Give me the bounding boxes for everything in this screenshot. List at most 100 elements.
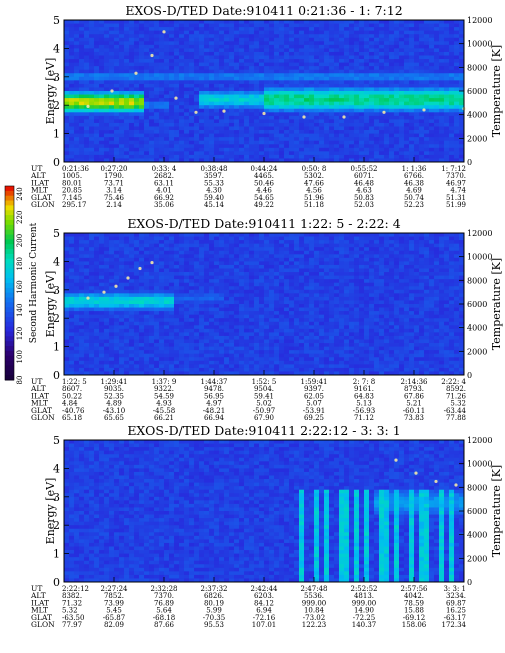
heatmap-cell bbox=[224, 130, 229, 134]
heatmap-cell bbox=[224, 137, 229, 141]
heatmap-cell bbox=[234, 354, 239, 358]
heatmap-cell bbox=[144, 144, 149, 148]
heatmap-cell bbox=[214, 112, 219, 116]
heatmap-cell bbox=[414, 91, 419, 95]
heatmap-cell bbox=[209, 347, 214, 351]
heatmap-cell bbox=[219, 265, 224, 269]
heatmap-cell bbox=[179, 80, 184, 84]
heatmap-cell bbox=[274, 48, 279, 52]
heatmap-cell bbox=[134, 24, 139, 28]
heatmap-cell bbox=[364, 45, 369, 49]
heatmap-cell bbox=[114, 272, 119, 276]
heatmap-cell bbox=[439, 73, 444, 77]
heatmap-cell bbox=[149, 109, 154, 113]
heatmap-cell bbox=[144, 357, 149, 361]
heatmap-cell bbox=[99, 48, 104, 52]
heatmap-cell bbox=[424, 45, 429, 49]
y2-tick-label: 4000 bbox=[467, 111, 487, 120]
heatmap-cell bbox=[244, 141, 249, 145]
heatmap-cell bbox=[429, 141, 434, 145]
heatmap-cell bbox=[149, 318, 154, 322]
heatmap-cell bbox=[114, 318, 119, 322]
heatmap-cell bbox=[219, 340, 224, 344]
heatmap-cell bbox=[259, 357, 264, 361]
heatmap-cell bbox=[279, 119, 284, 123]
heatmap-cell bbox=[299, 98, 304, 102]
heatmap-cell bbox=[194, 258, 199, 262]
heatmap-cell bbox=[224, 357, 229, 361]
heatmap-cell bbox=[244, 155, 249, 159]
heatmap-cell bbox=[259, 56, 264, 60]
heatmap-cell bbox=[109, 297, 114, 301]
heatmap-cell bbox=[114, 20, 119, 24]
heatmap-cell bbox=[139, 151, 144, 155]
heatmap-cell bbox=[164, 151, 169, 155]
heatmap-cell bbox=[129, 240, 134, 244]
heatmap-cell bbox=[249, 354, 254, 358]
heatmap-cell bbox=[169, 70, 174, 74]
heatmap-cell bbox=[319, 56, 324, 60]
heatmap-cell bbox=[114, 155, 119, 159]
heatmap-cell bbox=[174, 77, 179, 81]
heatmap-cell bbox=[189, 322, 194, 326]
heatmap-cell bbox=[164, 141, 169, 145]
heatmap-cell bbox=[304, 102, 309, 106]
heatmap-cell bbox=[399, 27, 404, 31]
heatmap-cell bbox=[184, 354, 189, 358]
heatmap-cell bbox=[229, 247, 234, 251]
heatmap-cell bbox=[254, 347, 259, 351]
heatmap-cell bbox=[194, 350, 199, 354]
heatmap-cell bbox=[99, 258, 104, 262]
heatmap-cell bbox=[84, 357, 89, 361]
heatmap-cell bbox=[329, 45, 334, 49]
heatmap-cell bbox=[169, 66, 174, 70]
heatmap-cell bbox=[89, 141, 94, 145]
heatmap-cell bbox=[224, 325, 229, 329]
heatmap-cell bbox=[359, 24, 364, 28]
heatmap-cell bbox=[169, 116, 174, 120]
heatmap-cell bbox=[114, 119, 119, 123]
heatmap-cell bbox=[124, 308, 129, 312]
heatmap-cell bbox=[134, 290, 139, 294]
heatmap-cell bbox=[119, 70, 124, 74]
heatmap-cell bbox=[64, 276, 69, 280]
heatmap-cell bbox=[189, 244, 194, 248]
heatmap-cell bbox=[224, 293, 229, 297]
heatmap-cell bbox=[174, 27, 179, 31]
heatmap-cell bbox=[179, 52, 184, 56]
heatmap-cell bbox=[359, 66, 364, 70]
heatmap-cell bbox=[214, 87, 219, 91]
heatmap-cell bbox=[429, 148, 434, 152]
heatmap-cell bbox=[314, 20, 319, 24]
heatmap-cell bbox=[284, 95, 289, 99]
heatmap-cell bbox=[389, 48, 394, 52]
heatmap-cell bbox=[374, 48, 379, 52]
heatmap-cell bbox=[239, 254, 244, 258]
heatmap-cell bbox=[74, 24, 79, 28]
heatmap-cell bbox=[439, 56, 444, 60]
heatmap-cell bbox=[424, 63, 429, 67]
heatmap-cell bbox=[189, 31, 194, 35]
heatmap-cell bbox=[114, 137, 119, 141]
heatmap-cell bbox=[264, 84, 269, 88]
heatmap-cell bbox=[309, 151, 314, 155]
heatmap-cell bbox=[204, 368, 209, 372]
heatmap-cell bbox=[94, 148, 99, 152]
heatmap-cell bbox=[284, 56, 289, 60]
heatmap-cell bbox=[444, 34, 449, 38]
heatmap-cell bbox=[244, 233, 249, 237]
heatmap-cell bbox=[79, 311, 84, 315]
heatmap-cell bbox=[194, 233, 199, 237]
heatmap-cell bbox=[339, 134, 344, 138]
heatmap-cell bbox=[119, 109, 124, 113]
heatmap-cell bbox=[389, 119, 394, 123]
heatmap-cell bbox=[79, 361, 84, 365]
heatmap-cell bbox=[334, 80, 339, 84]
heatmap-cell bbox=[374, 80, 379, 84]
heatmap-cell bbox=[319, 123, 324, 127]
heatmap-cell bbox=[389, 41, 394, 45]
heatmap-cell bbox=[124, 148, 129, 152]
heatmap-cell bbox=[194, 141, 199, 145]
heatmap-cell bbox=[74, 332, 79, 336]
heatmap-cell bbox=[139, 52, 144, 56]
